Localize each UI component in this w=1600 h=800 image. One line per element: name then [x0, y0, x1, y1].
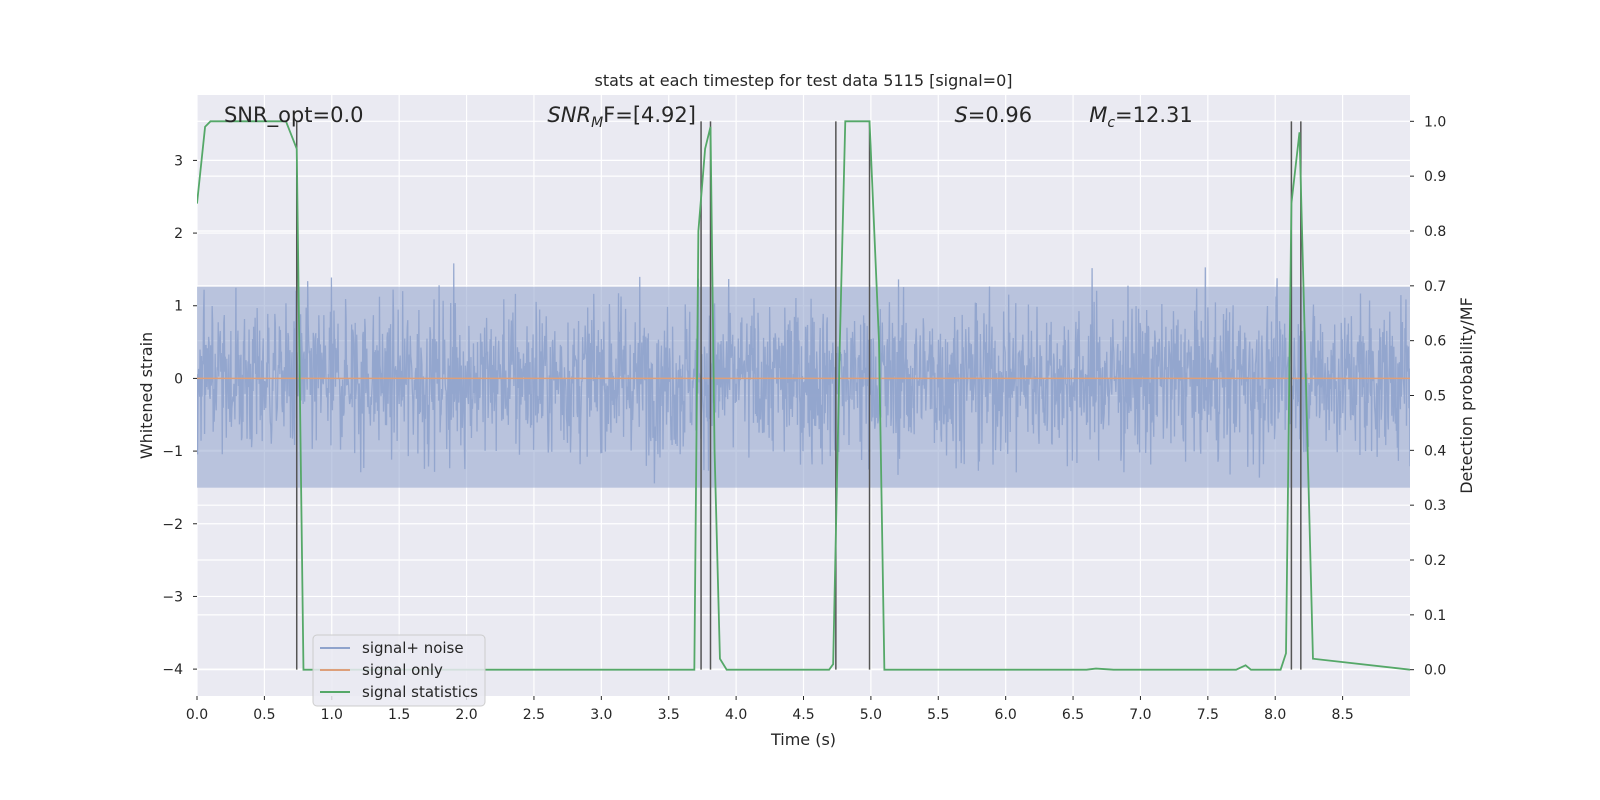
x-tick-label: 1.0	[321, 707, 343, 723]
legend-label-2: signal statistics	[362, 683, 478, 701]
x-tick-label: 4.0	[725, 707, 747, 723]
x-tick-label: 8.5	[1331, 707, 1353, 723]
y-tick-label: 3	[174, 153, 183, 169]
y2-tick-label: 0.7	[1424, 279, 1446, 295]
y-tick-label: 2	[174, 226, 183, 242]
noise-core-band	[197, 286, 1410, 488]
y2-tick-label: 0.1	[1424, 608, 1446, 624]
series-signal-statistics	[197, 120, 1410, 671]
annotation-1: SNRMF=[4.92]	[547, 103, 696, 131]
x-tick-label: 0.5	[253, 707, 275, 723]
annotation-0: SNR_opt=0.0	[224, 103, 364, 128]
x-tick-label: 2.5	[523, 707, 545, 723]
y-tick-label: −2	[162, 517, 183, 533]
y2-tick-label: 0.3	[1424, 498, 1446, 514]
legend-box	[312, 634, 486, 707]
x-tick-label: 1.5	[388, 707, 410, 723]
x-tick-label: 7.5	[1197, 707, 1219, 723]
x-tick-label: 6.0	[995, 707, 1017, 723]
legend: signal+ noise signal only signal statistic…	[312, 634, 486, 707]
x-tick-label: 0.0	[186, 707, 208, 723]
y-axis-ticks: 3 2 1 0 −1 −2 −3 −4	[162, 153, 197, 678]
x-tick-label: 8.0	[1264, 707, 1286, 723]
annotations: SNR_opt=0.0 SNRMF=[4.92] S=0.96 Mc=12.31	[224, 103, 1193, 131]
x-tick-label: 4.5	[792, 707, 814, 723]
y-tick-label: 0	[174, 371, 183, 387]
annotation-3: Mc=12.31	[1089, 103, 1193, 131]
chart-title: stats at each timestep for test data 511…	[594, 71, 1012, 90]
y-tick-label: −4	[162, 662, 183, 678]
y2-tick-label: 0.6	[1424, 334, 1446, 350]
series-layer	[197, 120, 1410, 671]
x-axis-ticks: 0.0 0.5 1.0 1.5 2.0 2.5 3.0 3.5 4.0 4.5 5.0 5.5 6.0 6…	[186, 696, 1354, 723]
y-tick-label: −3	[162, 589, 183, 605]
y2-axis-label: Detection probability/MF	[1457, 297, 1476, 494]
x-tick-label: 3.0	[590, 707, 612, 723]
y2-tick-label: 0.5	[1424, 389, 1446, 405]
x-tick-label: 3.5	[658, 707, 680, 723]
x-tick-label: 2.0	[455, 707, 477, 723]
y2-tick-label: 0.0	[1424, 663, 1446, 679]
y2-tick-label: 0.4	[1424, 443, 1446, 459]
x-tick-label: 5.5	[927, 707, 949, 723]
x-tick-label: 6.5	[1062, 707, 1084, 723]
y2-tick-label: 0.9	[1424, 169, 1446, 185]
y2-tick-label: 1.0	[1424, 114, 1446, 130]
y2-tick-label: 0.2	[1424, 553, 1446, 569]
y2-axis-ticks: 1.0 0.9 0.8 0.7 0.6 0.5 0.4 0.3 0.2 0.1 0.0	[1410, 114, 1446, 679]
y2-tick-label: 0.8	[1424, 224, 1446, 240]
annotation-2: S=0.96	[954, 103, 1032, 127]
x-tick-label: 5.0	[860, 707, 882, 723]
y-axis-label: Whitened strain	[137, 332, 156, 459]
x-tick-label: 7.0	[1129, 707, 1151, 723]
legend-label-1: signal only	[362, 661, 443, 679]
legend-label-0: signal+ noise	[362, 639, 464, 657]
y-tick-label: 1	[174, 299, 183, 315]
y-tick-label: −1	[162, 444, 183, 460]
x-axis-label: Time (s)	[770, 730, 836, 749]
